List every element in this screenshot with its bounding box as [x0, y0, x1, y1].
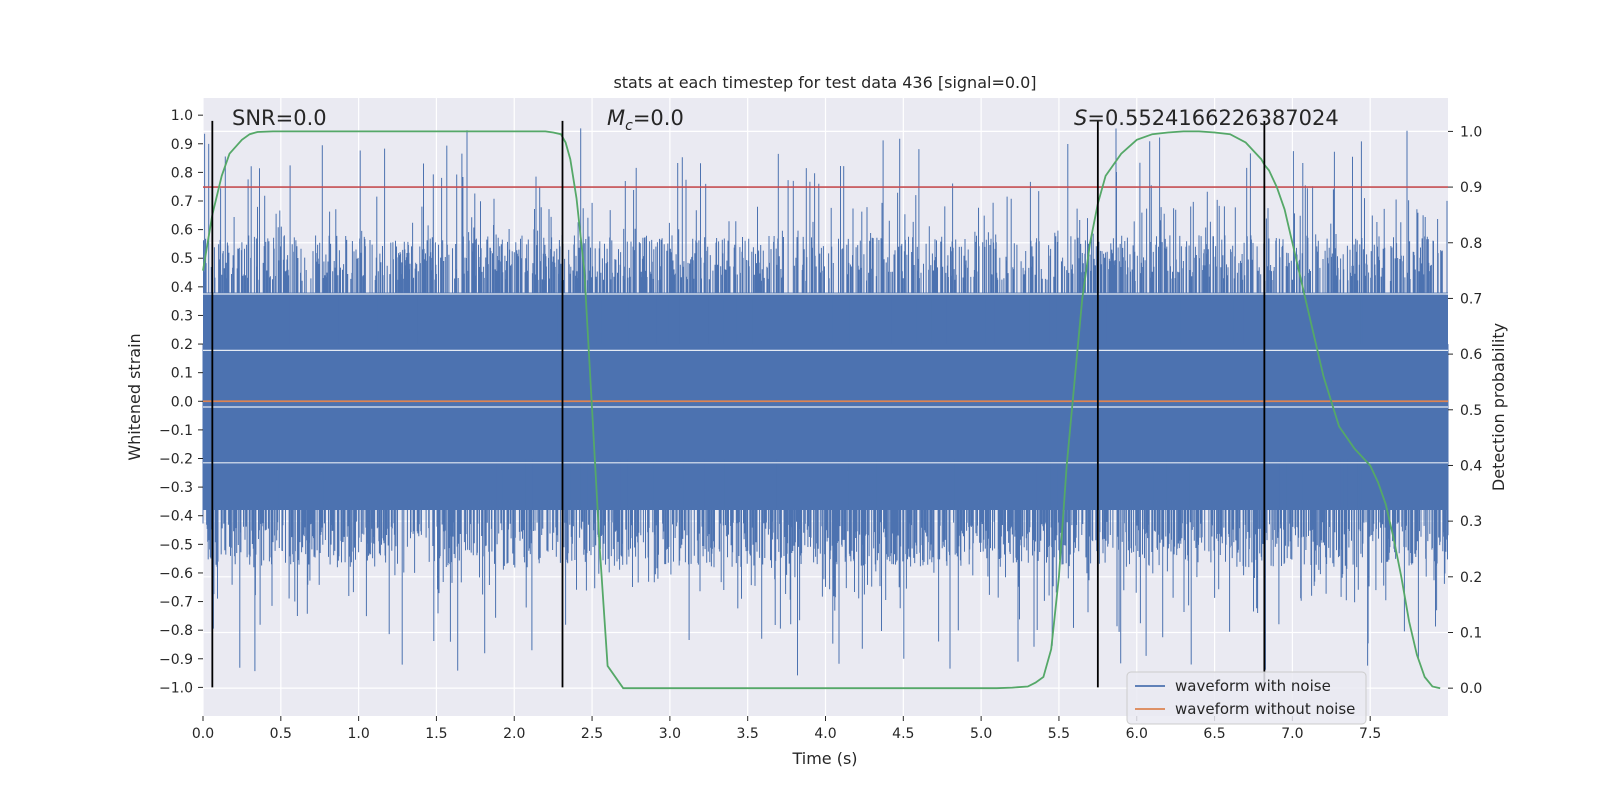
legend-label-noise: waveform with noise: [1175, 677, 1331, 695]
y2-tick-label: 0.2: [1460, 570, 1482, 586]
y-tick-label: −0.8: [159, 623, 193, 639]
y-tick-label: −0.5: [159, 537, 193, 553]
y2-tick-label: 0.9: [1460, 180, 1482, 196]
x-tick-label: 2.0: [503, 726, 525, 742]
y-axis-right-ticks: 1.0 0.9 0.8 0.7 0.6 0.5 0.4 0.3 0.2 0.1 0.0: [1448, 124, 1482, 697]
y-tick-label: 0.7: [171, 194, 193, 210]
x-tick-label: 1.0: [347, 726, 369, 742]
y-tick-label: 0.1: [171, 366, 193, 382]
y-tick-label: −0.6: [159, 566, 193, 582]
x-tick-label: 4.0: [814, 726, 836, 742]
y-tick-label: −0.1: [159, 423, 193, 439]
y2-tick-label: 0.8: [1460, 236, 1482, 252]
legend-box: [1126, 671, 1367, 725]
s-symbol: S: [1074, 106, 1087, 130]
x-tick-label: 0.5: [270, 726, 292, 742]
x-tick-label: 5.5: [1048, 726, 1070, 742]
y2-tick-label: 0.6: [1460, 347, 1482, 363]
mc-subscript: c: [625, 118, 633, 134]
y2-tick-label: 0.4: [1460, 458, 1482, 474]
y-tick-label: −0.7: [159, 595, 193, 611]
x-tick-label: 5.0: [970, 726, 992, 742]
plot-area: [202, 98, 1449, 716]
x-tick-label: 1.5: [425, 726, 447, 742]
snr-annotation: SNR=0.0: [232, 106, 327, 130]
x-axis-label: Time (s): [791, 749, 857, 768]
y-tick-label: −0.3: [159, 480, 193, 496]
vertical-markers: [211, 120, 1266, 688]
y-tick-label: 0.6: [171, 223, 193, 239]
detection-probability-line: [202, 130, 1441, 690]
y-tick-label: −1.0: [159, 680, 193, 696]
chart-title: stats at each timestep for test data 436…: [613, 73, 1036, 92]
noise-spikes: [202, 128, 1449, 676]
mc-annotation: Mc=0.0: [607, 106, 684, 134]
y-tick-label: −0.2: [159, 452, 193, 468]
x-tick-label: 4.5: [892, 726, 914, 742]
x-tick-label: 3.0: [659, 726, 681, 742]
legend: waveform with noise waveform without noi…: [1126, 671, 1367, 725]
s-value: =0.5524166226387024: [1087, 106, 1338, 130]
y2-tick-label: 0.5: [1460, 403, 1482, 419]
y-tick-label: 0.8: [171, 165, 193, 181]
x-axis-ticks: 0.0 0.5 1.0 1.5 2.0 2.5 3.0 3.5 4.0 4.5 5.0 5.5 6.0 6…: [192, 716, 1381, 742]
legend-label-clean: waveform without noise: [1175, 700, 1355, 718]
x-tick-label: 7.5: [1359, 726, 1381, 742]
x-tick-label: 0.0: [192, 726, 214, 742]
x-tick-label: 3.5: [737, 726, 759, 742]
x-tick-label: 7.0: [1281, 726, 1303, 742]
mc-value: =0.0: [633, 106, 684, 130]
y-axis-left-ticks: 1.0 0.9 0.8 0.7 0.6 0.5 0.4 0.3 0.2 0.1 0.0 −0.1 −0.…: [159, 108, 203, 696]
y2-tick-label: 0.0: [1460, 681, 1482, 697]
y2-axis-label: Detection probability: [1489, 323, 1508, 491]
series-layer: [202, 130, 1448, 690]
mc-symbol: M: [607, 106, 625, 130]
y-tick-label: 0.5: [171, 251, 193, 267]
y2-tick-label: 1.0: [1460, 124, 1482, 140]
s-annotation: S=0.5524166226387024: [1074, 106, 1339, 130]
y-tick-label: 1.0: [171, 108, 193, 124]
y-axis-label: Whitened strain: [125, 333, 144, 460]
y-tick-label: 0.0: [171, 394, 193, 410]
y2-tick-label: 0.3: [1460, 514, 1482, 530]
y-tick-label: −0.9: [159, 652, 193, 668]
x-tick-label: 2.5: [581, 726, 603, 742]
y-tick-label: 0.9: [171, 137, 193, 153]
y2-tick-label: 0.1: [1460, 625, 1482, 641]
y-tick-label: 0.2: [171, 337, 193, 353]
y-tick-label: −0.4: [159, 509, 193, 525]
y-tick-label: 0.3: [171, 308, 193, 324]
x-tick-label: 6.0: [1126, 726, 1148, 742]
y2-tick-label: 0.7: [1460, 291, 1482, 307]
y-tick-label: 0.4: [171, 280, 193, 296]
x-tick-label: 6.5: [1203, 726, 1225, 742]
